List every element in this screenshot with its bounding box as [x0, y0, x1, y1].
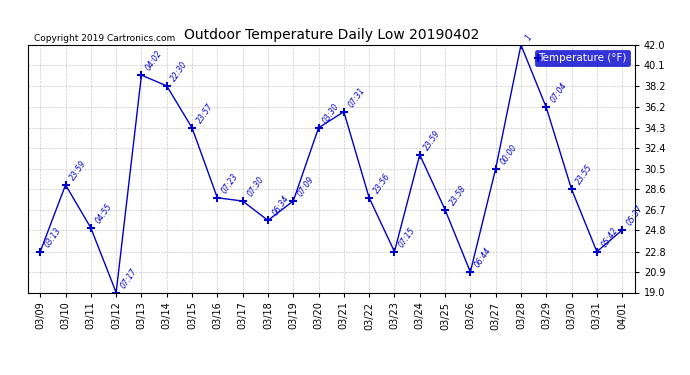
Text: 23:59: 23:59	[68, 159, 88, 182]
Temperature (°F)	[289, 199, 297, 203]
Text: 07:09: 07:09	[296, 175, 316, 198]
Temperature (°F)	[213, 195, 221, 200]
Temperature (°F)	[593, 249, 601, 254]
Temperature (°F)	[61, 183, 70, 187]
Text: 04:55: 04:55	[94, 202, 114, 225]
Temperature (°F)	[36, 249, 44, 254]
Temperature (°F)	[567, 187, 575, 192]
Text: 23:56: 23:56	[372, 172, 392, 195]
Text: 23:59: 23:59	[422, 129, 442, 152]
Text: 06:44: 06:44	[473, 246, 493, 269]
Text: 22:30: 22:30	[170, 60, 190, 83]
Text: 1: 1	[524, 33, 534, 42]
Legend: Temperature (°F): Temperature (°F)	[535, 50, 629, 66]
Text: 05:42: 05:42	[600, 225, 620, 249]
Text: 23:55: 23:55	[574, 163, 594, 186]
Temperature (°F)	[163, 84, 171, 88]
Text: 07:31: 07:31	[346, 86, 366, 109]
Temperature (°F)	[315, 126, 323, 130]
Text: 07:17: 07:17	[119, 266, 139, 290]
Temperature (°F)	[112, 290, 120, 295]
Temperature (°F)	[466, 270, 475, 274]
Text: 00:00: 00:00	[498, 142, 518, 166]
Temperature (°F)	[517, 43, 525, 47]
Temperature (°F)	[491, 166, 500, 171]
Temperature (°F)	[339, 110, 348, 114]
Temperature (°F)	[264, 218, 272, 223]
Temperature (°F)	[542, 105, 551, 110]
Temperature (°F)	[87, 226, 95, 230]
Text: 04:02: 04:02	[144, 49, 164, 72]
Title: Outdoor Temperature Daily Low 20190402: Outdoor Temperature Daily Low 20190402	[184, 28, 479, 42]
Temperature (°F)	[415, 153, 424, 157]
Text: 07:15: 07:15	[397, 225, 417, 249]
Temperature (°F)	[239, 199, 247, 203]
Temperature (°F)	[188, 126, 196, 130]
Text: 07:23: 07:23	[220, 172, 240, 195]
Temperature (°F)	[391, 249, 399, 254]
Text: 07:04: 07:04	[549, 81, 569, 105]
Temperature (°F)	[618, 228, 627, 232]
Text: 06:34: 06:34	[270, 194, 290, 217]
Text: 03:30: 03:30	[322, 102, 342, 125]
Text: 07:30: 07:30	[246, 175, 266, 198]
Temperature (°F)	[365, 195, 373, 200]
Line: Temperature (°F): Temperature (°F)	[36, 41, 627, 297]
Text: 03:13: 03:13	[43, 225, 63, 249]
Temperature (°F)	[441, 207, 449, 212]
Text: 23:57: 23:57	[195, 102, 215, 125]
Temperature (°F)	[137, 73, 146, 77]
Text: 05:37: 05:37	[625, 204, 645, 227]
Text: Copyright 2019 Cartronics.com: Copyright 2019 Cartronics.com	[34, 33, 175, 42]
Text: 23:58: 23:58	[448, 184, 468, 207]
